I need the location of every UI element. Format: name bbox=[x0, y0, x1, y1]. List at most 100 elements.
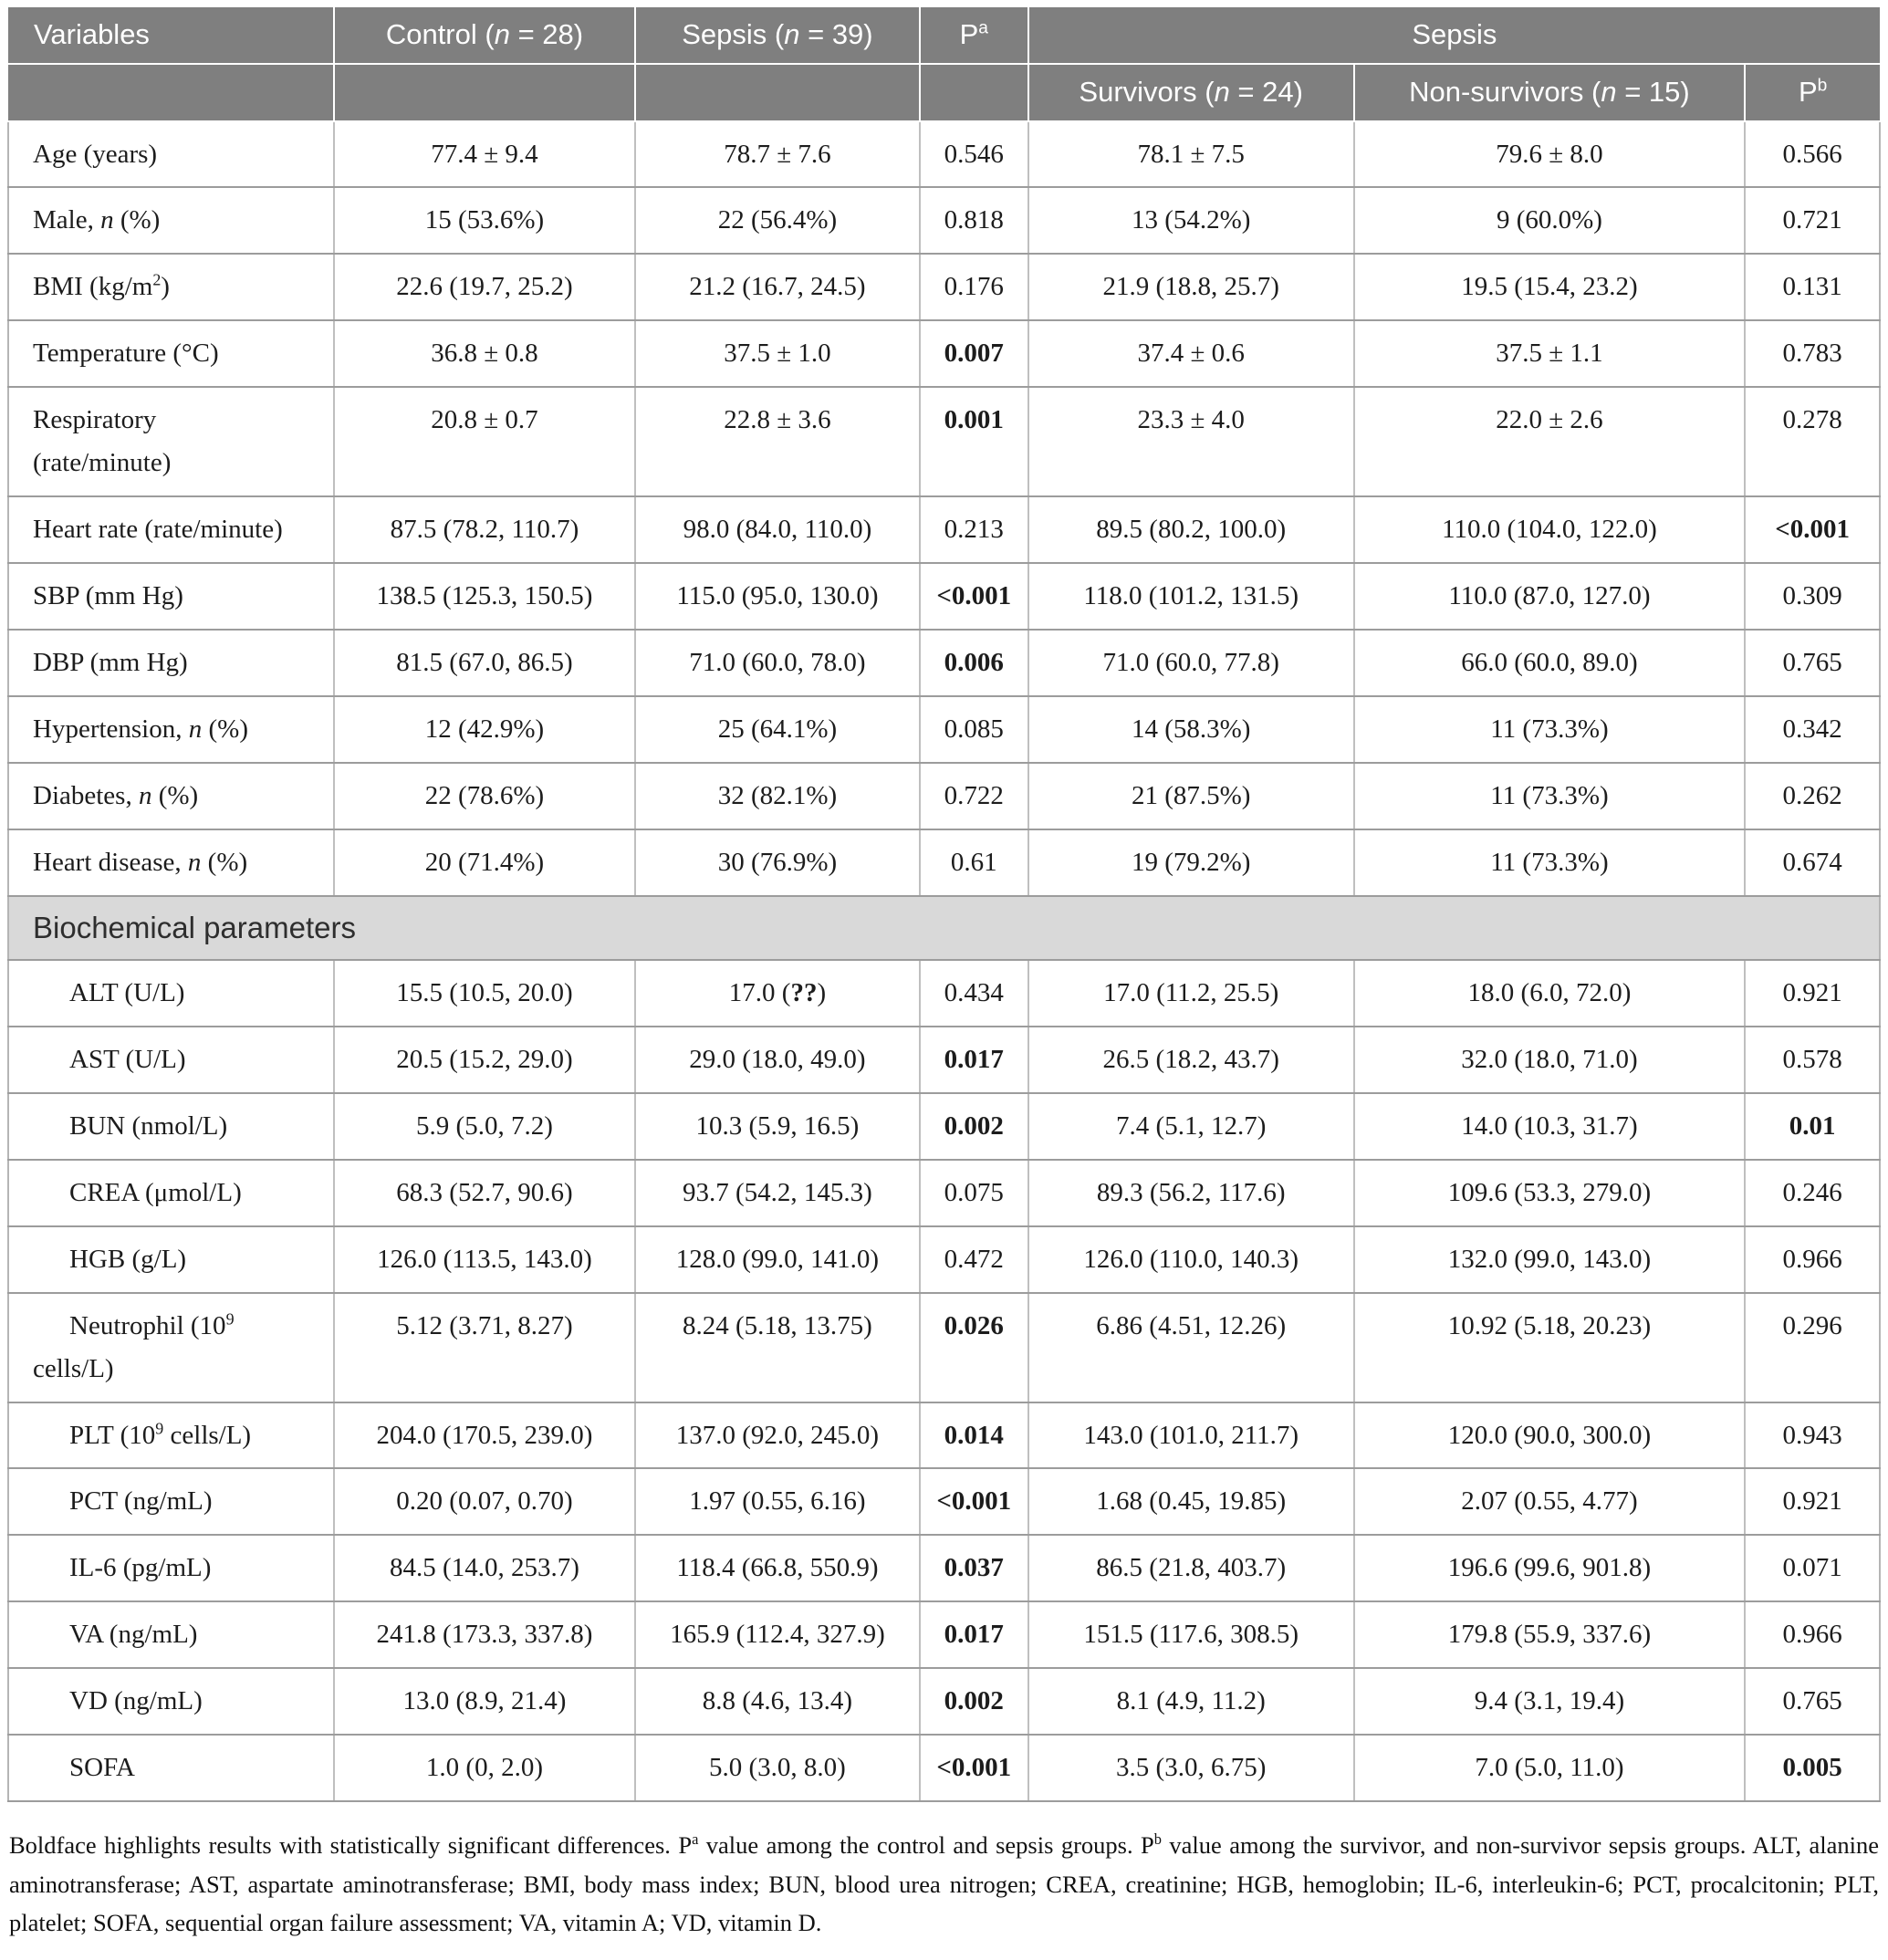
p-a-value: 0.472 bbox=[918, 1225, 1029, 1294]
row-label: Temperature (°C) bbox=[7, 319, 335, 389]
p-b-value: 0.278 bbox=[1744, 386, 1881, 498]
control-value: 22 (78.6%) bbox=[332, 762, 637, 831]
sepsis-value: 71.0 (60.0, 78.0) bbox=[634, 629, 921, 698]
table-row: PLT (109 cells/L) 204.0 (170.5, 239.0) 137… bbox=[7, 1401, 1881, 1470]
sepsis-value: 118.4 (66.8, 550.9) bbox=[634, 1534, 921, 1603]
p-b-value: 0.309 bbox=[1744, 562, 1881, 631]
row-label: Respiratory (rate/minute) bbox=[7, 386, 335, 498]
sepsis-value: 165.9 (112.4, 327.9) bbox=[634, 1600, 921, 1670]
p-a-value: 0.61 bbox=[918, 829, 1029, 898]
sepsis-value: 22 (56.4%) bbox=[634, 186, 921, 255]
non-survivors-value: 10.92 (5.18, 20.23) bbox=[1352, 1291, 1747, 1403]
p-b-value: 0.721 bbox=[1744, 186, 1881, 255]
survivors-value: 17.0 (11.2, 25.5) bbox=[1027, 958, 1355, 1027]
table-row: Hypertension, n (%) 12 (42.9%) 25 (64.1%) 0… bbox=[7, 695, 1881, 765]
row-label: Neutrophil (109 cells/L) bbox=[7, 1291, 335, 1403]
control-value: 241.8 (173.3, 337.8) bbox=[332, 1600, 637, 1670]
p-b-value: 0.966 bbox=[1744, 1600, 1881, 1670]
table-row: BUN (nmol/L) 5.9 (5.0, 7.2) 10.3 (5.9, 16.… bbox=[7, 1091, 1881, 1161]
row-label: Age (years) bbox=[7, 120, 335, 189]
row-label: ALT (U/L) bbox=[7, 958, 335, 1027]
table-row: SBP (mm Hg) 138.5 (125.3, 150.5) 115.0 (95… bbox=[7, 562, 1881, 631]
row-label: BUN (nmol/L) bbox=[7, 1091, 335, 1161]
table-row: AST (U/L) 20.5 (15.2, 29.0) 29.0 (18.0, 49… bbox=[7, 1025, 1881, 1094]
table-row: ALT (U/L) 15.5 (10.5, 20.0) 17.0 (??) 0.434… bbox=[7, 958, 1881, 1027]
table-body: Age (years) 77.4 ± 9.4 78.7 ± 7.6 0.546 78.1… bbox=[7, 120, 1881, 1803]
survivors-value: 1.68 (0.45, 19.85) bbox=[1027, 1467, 1355, 1537]
sepsis-value: 8.24 (5.18, 13.75) bbox=[634, 1291, 921, 1403]
p-a-value: 0.085 bbox=[918, 695, 1029, 765]
control-value: 20.5 (15.2, 29.0) bbox=[332, 1025, 637, 1094]
control-value: 204.0 (170.5, 239.0) bbox=[332, 1401, 637, 1470]
p-a-value: 0.001 bbox=[918, 386, 1029, 498]
header-row-main: Variables Control (n = 28) Sepsis (n = 3… bbox=[8, 7, 1880, 65]
sepsis-value: 29.0 (18.0, 49.0) bbox=[634, 1025, 921, 1094]
row-label: Heart rate (rate/minute) bbox=[7, 495, 335, 565]
sepsis-value: 128.0 (99.0, 141.0) bbox=[634, 1225, 921, 1294]
row-label: DBP (mm Hg) bbox=[7, 629, 335, 698]
non-survivors-value: 196.6 (99.6, 901.8) bbox=[1352, 1534, 1747, 1603]
table-row: VA (ng/mL) 241.8 (173.3, 337.8) 165.9 (112… bbox=[7, 1600, 1881, 1670]
control-value: 81.5 (67.0, 86.5) bbox=[332, 629, 637, 698]
p-a-value: 0.722 bbox=[918, 762, 1029, 831]
p-b-value: 0.005 bbox=[1744, 1734, 1881, 1803]
control-value: 20.8 ± 0.7 bbox=[332, 386, 637, 498]
survivors-value: 78.1 ± 7.5 bbox=[1027, 120, 1355, 189]
survivors-value: 86.5 (21.8, 403.7) bbox=[1027, 1534, 1355, 1603]
p-b-value: 0.131 bbox=[1744, 253, 1881, 322]
non-survivors-value: 132.0 (99.0, 143.0) bbox=[1352, 1225, 1747, 1294]
table-footnote: Boldface highlights results with statist… bbox=[9, 1830, 1879, 1937]
survivors-value: 143.0 (101.0, 211.7) bbox=[1027, 1401, 1355, 1470]
control-value: 68.3 (52.7, 90.6) bbox=[332, 1158, 637, 1227]
p-a-value: 0.017 bbox=[918, 1025, 1029, 1094]
row-label: SBP (mm Hg) bbox=[7, 562, 335, 631]
section-label: Biochemical parameters bbox=[7, 895, 1881, 961]
control-value: 20 (71.4%) bbox=[332, 829, 637, 898]
survivors-value: 8.1 (4.9, 11.2) bbox=[1027, 1667, 1355, 1736]
sepsis-value: 137.0 (92.0, 245.0) bbox=[634, 1401, 921, 1470]
control-value: 22.6 (19.7, 25.2) bbox=[332, 253, 637, 322]
survivors-value: 3.5 (3.0, 6.75) bbox=[1027, 1734, 1355, 1803]
sepsis-value: 25 (64.1%) bbox=[634, 695, 921, 765]
non-survivors-value: 109.6 (53.3, 279.0) bbox=[1352, 1158, 1747, 1227]
sepsis-value: 78.7 ± 7.6 bbox=[634, 120, 921, 189]
non-survivors-value: 14.0 (10.3, 31.7) bbox=[1352, 1091, 1747, 1161]
table-row: VD (ng/mL) 13.0 (8.9, 21.4) 8.8 (4.6, 13.4… bbox=[7, 1667, 1881, 1736]
row-label: CREA (μmol/L) bbox=[7, 1158, 335, 1227]
row-label: VD (ng/mL) bbox=[7, 1667, 335, 1736]
row-label: BMI (kg/m2) bbox=[7, 253, 335, 322]
p-b-value: 0.966 bbox=[1744, 1225, 1881, 1294]
survivors-value: 26.5 (18.2, 43.7) bbox=[1027, 1025, 1355, 1094]
p-b-value: 0.783 bbox=[1744, 319, 1881, 389]
p-b-value: 0.01 bbox=[1744, 1091, 1881, 1161]
survivors-value: 21 (87.5%) bbox=[1027, 762, 1355, 831]
survivors-value: 89.3 (56.2, 117.6) bbox=[1027, 1158, 1355, 1227]
p-a-value: 0.176 bbox=[918, 253, 1029, 322]
survivors-value: 13 (54.2%) bbox=[1027, 186, 1355, 255]
p-b-value: <0.001 bbox=[1744, 495, 1881, 565]
header-sepsis: Sepsis (n = 39) bbox=[634, 7, 921, 65]
non-survivors-value: 32.0 (18.0, 71.0) bbox=[1352, 1025, 1747, 1094]
p-a-value: 0.546 bbox=[918, 120, 1029, 189]
non-survivors-value: 18.0 (6.0, 72.0) bbox=[1352, 958, 1747, 1027]
survivors-value: 19 (79.2%) bbox=[1027, 829, 1355, 898]
sepsis-value: 30 (76.9%) bbox=[634, 829, 921, 898]
header-sepsis-group: Sepsis bbox=[1027, 7, 1880, 65]
p-b-value: 0.246 bbox=[1744, 1158, 1881, 1227]
sepsis-value: 115.0 (95.0, 130.0) bbox=[634, 562, 921, 631]
survivors-value: 7.4 (5.1, 12.7) bbox=[1027, 1091, 1355, 1161]
sepsis-value: 21.2 (16.7, 24.5) bbox=[634, 253, 921, 322]
control-value: 77.4 ± 9.4 bbox=[332, 120, 637, 189]
non-survivors-value: 37.5 ± 1.1 bbox=[1352, 319, 1747, 389]
p-a-value: <0.001 bbox=[918, 562, 1029, 631]
row-label: Heart disease, n (%) bbox=[7, 829, 335, 898]
row-label: HGB (g/L) bbox=[7, 1225, 335, 1294]
p-b-value: 0.921 bbox=[1744, 958, 1881, 1027]
p-b-value: 0.296 bbox=[1744, 1291, 1881, 1403]
non-survivors-value: 19.5 (15.4, 23.2) bbox=[1352, 253, 1747, 322]
p-a-value: 0.075 bbox=[918, 1158, 1029, 1227]
p-a-value: 0.006 bbox=[918, 629, 1029, 698]
section-row: Biochemical parameters bbox=[7, 895, 1881, 961]
non-survivors-value: 66.0 (60.0, 89.0) bbox=[1352, 629, 1747, 698]
table-header: Variables Control (n = 28) Sepsis (n = 3… bbox=[8, 7, 1880, 122]
